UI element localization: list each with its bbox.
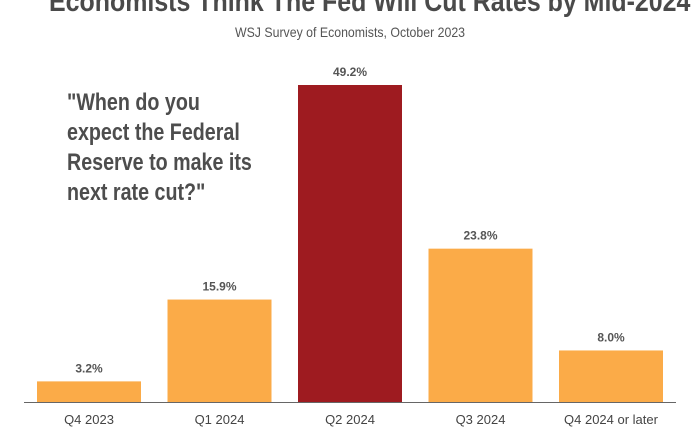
bar-value-label: 15.9%: [202, 280, 236, 294]
x-tick-label: Q1 2024: [195, 412, 245, 427]
annotation-line: "When do you: [67, 89, 200, 116]
bar-value-label: 3.2%: [75, 361, 103, 375]
annotation-line: Reserve to make its: [67, 149, 252, 176]
bar: [428, 248, 533, 402]
bar-value-label: 8.0%: [597, 330, 625, 344]
bar: [298, 85, 402, 402]
bar: [37, 381, 141, 402]
annotation-line: next rate cut?": [67, 179, 206, 206]
question-annotation: "When do you expect the Federal Reserve …: [67, 88, 256, 208]
chart-title: Economists Think The Fed Will Cut Rates …: [49, 0, 691, 18]
bar-value-label: 23.8%: [463, 229, 497, 243]
annotation-line: expect the Federal: [67, 119, 240, 146]
chart-subtitle: WSJ Survey of Economists, October 2023: [234, 24, 466, 40]
bar: [559, 350, 663, 402]
bar: [167, 299, 272, 402]
x-tick-label: Q3 2024: [456, 412, 506, 427]
x-tick-label: Q4 2023: [64, 412, 114, 427]
x-tick-label: Q4 2024 or later: [564, 412, 659, 427]
x-tick-label: Q2 2024: [325, 412, 375, 427]
bar-value-label: 49.2%: [333, 65, 367, 79]
